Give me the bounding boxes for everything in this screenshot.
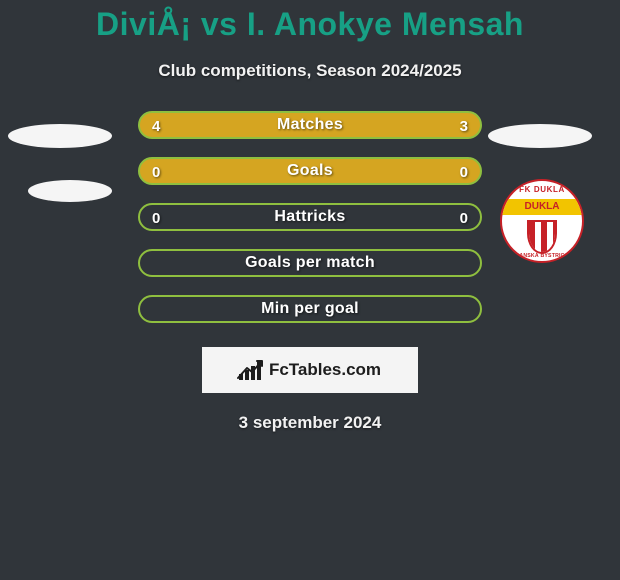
badge-shield [502,220,582,254]
stat-bar-right-value: 0 [460,159,468,187]
badge-band: DUKLA [502,199,582,215]
stat-bar: Min per goal [138,295,482,323]
subtitle: Club competitions, Season 2024/2025 [0,61,620,81]
stat-bar: Matches 4 3 [138,111,482,139]
stat-bar-right-value: 3 [460,113,468,141]
stat-bar-label: Matches [277,116,343,134]
stat-bar-left-value: 0 [152,205,160,233]
date-label: 3 september 2024 [0,413,620,433]
page-title: DiviÅ¡ vs I. Anokye Mensah [0,0,620,43]
stat-bar-label: Goals [287,162,333,180]
stat-bar-left-value: 4 [152,113,160,141]
brand-bar-chart-icon [239,360,263,380]
club-badge: FK DUKLA DUKLA BANSKÁ BYSTRICA [500,179,584,263]
comparison-card: DiviÅ¡ vs I. Anokye Mensah Club competit… [0,0,620,580]
stat-bar-label: Hattricks [274,208,345,226]
brand-box[interactable]: FcTables.com [202,347,418,393]
stat-bar-left-value: 0 [152,159,160,187]
player-right-ellipse [488,124,592,148]
trend-arrow-icon [237,358,265,380]
stat-bars: Matches 4 3 Goals 0 0 Hattricks 0 0 Goals per mat… [138,111,482,323]
player-left-ellipse-1 [8,124,112,148]
stat-bar-label: Min per goal [261,300,359,318]
brand-text: FcTables.com [269,360,381,380]
stat-bar: Hattricks 0 0 [138,203,482,231]
stat-bar-label: Goals per match [245,254,375,272]
badge-text-top: FK DUKLA [502,185,582,194]
club-badge-inner: FK DUKLA DUKLA BANSKÁ BYSTRICA [500,179,584,263]
stat-bar: Goals per match [138,249,482,277]
player-left-ellipse-2 [28,180,112,202]
stat-bar: Goals 0 0 [138,157,482,185]
badge-text-bottom: BANSKÁ BYSTRICA [502,253,582,259]
stat-bar-right-value: 0 [460,205,468,233]
